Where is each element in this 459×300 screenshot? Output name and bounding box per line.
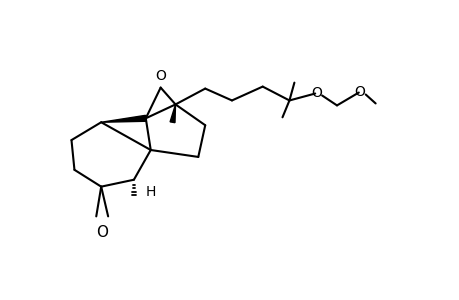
Text: O: O [310,85,321,100]
Text: O: O [353,85,364,98]
Polygon shape [101,115,146,122]
Polygon shape [170,104,175,123]
Text: H: H [146,184,156,199]
Text: O: O [96,225,108,240]
Text: O: O [155,69,166,82]
